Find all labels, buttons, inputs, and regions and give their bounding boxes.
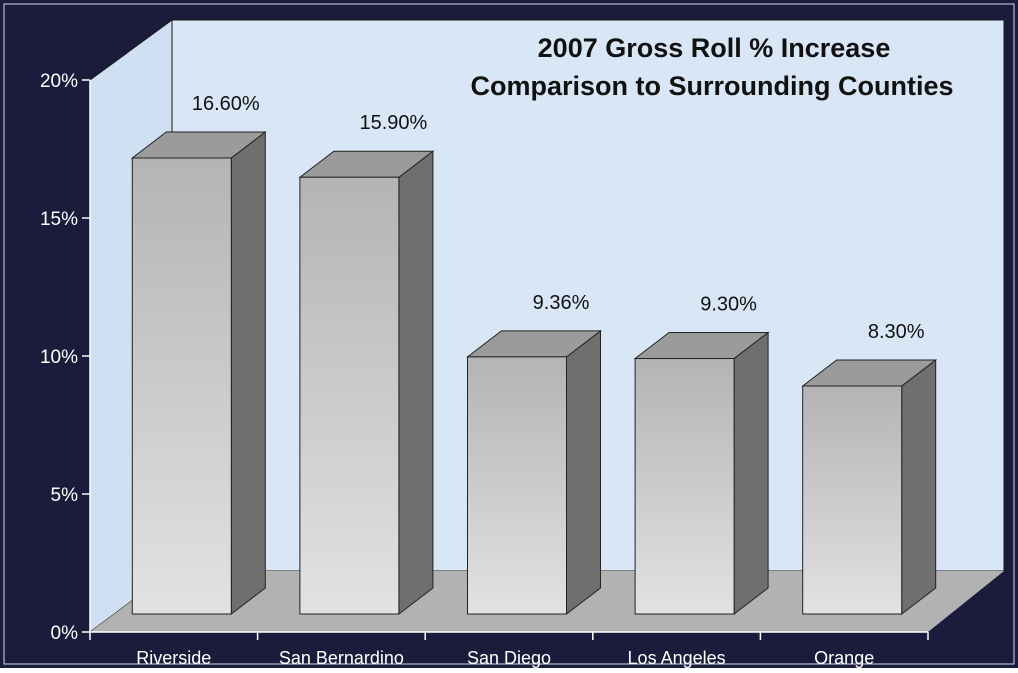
bar-side-face [230, 130, 266, 616]
bar [298, 150, 435, 616]
bar-value-label: 9.36% [533, 292, 590, 314]
y-axis-ticks: 0% 5% 10% 15% 20% [40, 71, 90, 644]
bar-value-label: 9.30% [700, 294, 757, 316]
bar-side-face [566, 329, 601, 616]
bar-front-face [467, 356, 567, 615]
bars-group [130, 130, 938, 616]
bar-front-face [634, 358, 735, 615]
x-tick-label: San Diego [467, 648, 551, 668]
bar [130, 130, 267, 616]
bar-side-face [398, 150, 434, 616]
x-tick-label: San Bernardino [279, 648, 404, 668]
bar-side-face [733, 331, 769, 616]
chart-outer-border [3, 3, 1015, 665]
value-labels-group: 16.60% 15.90% 9.36% 9.30% 8.30% [192, 93, 925, 343]
y-tick-label: 20% [40, 71, 78, 92]
bar-front-face [131, 157, 232, 615]
bar-side-face [901, 358, 937, 616]
bar-front-face [802, 385, 903, 615]
y-tick-label: 5% [51, 485, 79, 506]
bar [466, 329, 602, 616]
bar [633, 331, 770, 616]
x-tick-label: Riverside [136, 648, 211, 668]
bar [801, 358, 938, 616]
bar-front-face [299, 176, 400, 615]
chart-title-line-2: Comparison to Surrounding Counties [471, 71, 954, 101]
chart-title-line-1: 2007 Gross Roll % Increase [538, 33, 891, 63]
bar-value-label: 8.30% [868, 321, 925, 343]
y-tick-label: 15% [40, 209, 78, 230]
x-tick-label: Orange [814, 648, 874, 668]
bar-value-label: 16.60% [192, 93, 260, 115]
x-tick-label: Los Angeles [628, 648, 726, 668]
y-tick-label: 10% [40, 347, 78, 368]
y-tick-label: 0% [51, 623, 79, 644]
bar-value-label: 15.90% [359, 112, 427, 134]
x-axis-ticks: Riverside San Bernardino San Diego Los Ange… [89, 632, 929, 668]
